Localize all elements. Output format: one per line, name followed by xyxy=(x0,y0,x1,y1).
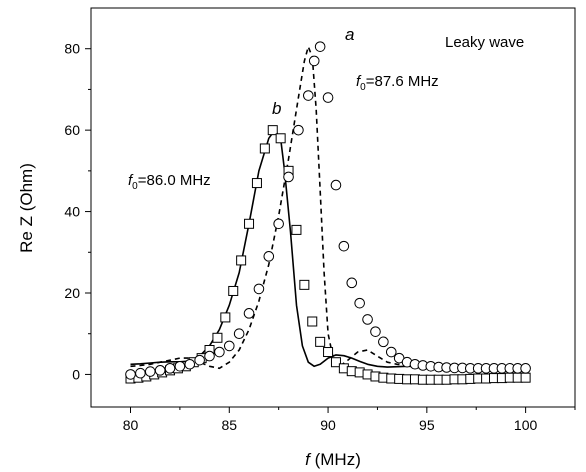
data-point-square xyxy=(251,178,262,189)
data-point-circle xyxy=(338,240,350,252)
data-point-circle xyxy=(378,336,389,348)
data-point-circle xyxy=(385,346,397,358)
data-point-square xyxy=(220,312,231,323)
plot-frame xyxy=(90,7,576,408)
x-tick-label: 95 xyxy=(419,417,435,433)
y-tick-label: 40 xyxy=(64,204,80,220)
annotation-f0-b: f0=86.0 MHz xyxy=(128,172,211,192)
data-point-circle xyxy=(125,369,136,380)
data-point-square xyxy=(520,372,531,383)
data-point-square xyxy=(299,279,310,290)
data-point-square xyxy=(315,336,326,347)
annotation-f0-a-symbol: f xyxy=(356,73,362,90)
axes: 80 85 90 95 100 0 20 40 60 80 xyxy=(64,41,576,433)
annotation-f0-a: f0=87.6 MHz xyxy=(356,73,439,93)
x-tick-label: 100 xyxy=(514,417,538,433)
data-point-square xyxy=(275,133,286,144)
data-point-circle xyxy=(293,124,304,136)
data-point-circle xyxy=(144,366,156,377)
data-point-circle xyxy=(223,340,235,352)
data-point-circle xyxy=(174,360,186,372)
data-point-square xyxy=(291,224,302,235)
x-axis-label-symbol: f xyxy=(305,450,312,469)
data-point-square xyxy=(244,218,255,229)
data-point-square xyxy=(236,255,247,266)
x-tick-label: 80 xyxy=(123,417,139,433)
x-axis-label-unit: (MHz) xyxy=(310,450,361,469)
data-point-circle xyxy=(263,251,275,262)
data-point-circle xyxy=(184,358,196,370)
x-axis-label: f (MHz) xyxy=(305,450,361,469)
y-tick-label: 80 xyxy=(64,41,80,57)
y-tick-label: 60 xyxy=(64,122,80,138)
annotation-leaky-wave: Leaky wave xyxy=(445,34,524,51)
data-point-circle xyxy=(330,179,342,191)
data-point-circle xyxy=(204,350,215,362)
data-point-square xyxy=(330,357,341,368)
x-tick-label: 90 xyxy=(320,417,336,433)
series-line-b_solid xyxy=(130,129,526,368)
data-point-square xyxy=(228,285,239,296)
data-point-circle xyxy=(164,363,176,374)
x-tick-label: 85 xyxy=(221,417,237,433)
data-point-circle xyxy=(354,297,365,309)
data-point-circle xyxy=(314,41,326,52)
data-point-circle xyxy=(154,365,166,376)
annotation-label-b: b xyxy=(272,99,281,118)
data-point-circle xyxy=(520,363,531,374)
annotation-f0-b-symbol: f xyxy=(128,172,134,189)
annotation-f0-a-value: =87.6 MHz xyxy=(366,73,439,90)
data-point-circle xyxy=(362,314,373,325)
data-point-circle xyxy=(303,90,314,101)
data-point-square xyxy=(212,332,223,343)
annotation-f0-a-subscript: 0 xyxy=(360,82,366,93)
data-point-circle xyxy=(283,171,294,183)
y-axis-label: Re Z (Ohm) xyxy=(17,163,36,253)
data-point-circle xyxy=(194,354,205,366)
data-point-square xyxy=(323,347,334,358)
data-point-circle xyxy=(273,218,284,230)
annotation-f0-b-value: =86.0 MHz xyxy=(138,172,211,189)
data-point-circle xyxy=(322,92,334,103)
annotation-label-a: a xyxy=(345,25,354,44)
data-point-circle xyxy=(214,346,225,358)
data-point-circle xyxy=(233,328,245,340)
data-point-square xyxy=(267,125,278,136)
data-point-square xyxy=(307,316,318,327)
data-point-square xyxy=(259,143,270,154)
data-point-circle xyxy=(346,277,358,289)
annotation-f0-b-subscript: 0 xyxy=(132,181,138,192)
data-point-circle xyxy=(370,326,381,337)
data-point-circle xyxy=(135,367,146,379)
data-point-circle xyxy=(253,283,265,295)
y-tick-label: 20 xyxy=(64,285,80,301)
data-point-circle xyxy=(308,55,320,67)
y-tick-label: 0 xyxy=(72,366,80,382)
series-markers xyxy=(125,41,531,385)
data-point-circle xyxy=(243,308,255,319)
